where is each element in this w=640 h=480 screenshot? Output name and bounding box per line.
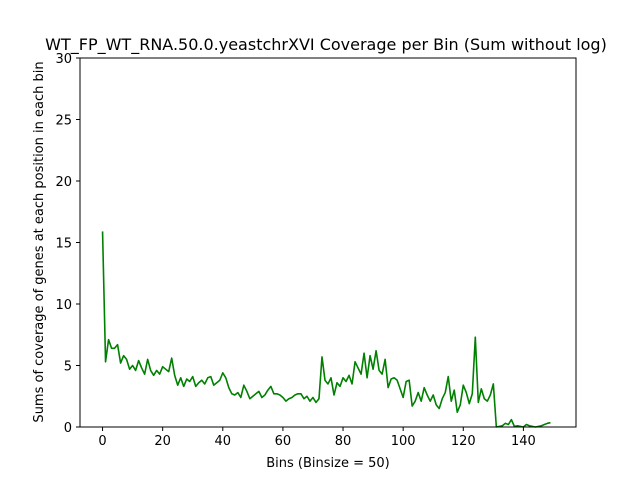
x-tick-label: 80 [335, 434, 352, 449]
y-tick-label: 0 [64, 421, 72, 436]
coverage-series-line [101, 231, 551, 428]
y-axis-label: Sums of coverage of genes at each positi… [32, 61, 47, 422]
chart-title: WT_FP_WT_RNA.50.0.yeastchrXVI Coverage p… [45, 35, 607, 55]
y-tick-label: 25 [55, 114, 72, 129]
x-tick-label: 120 [451, 434, 476, 449]
y-tick-label: 30 [55, 52, 72, 67]
x-tick-label: 20 [154, 434, 171, 449]
x-tick-label: 140 [511, 434, 536, 449]
y-tick-label: 10 [55, 298, 72, 313]
y-tick-label: 15 [55, 237, 72, 252]
x-tick-label: 100 [391, 434, 416, 449]
x-axis-ticks: 0 20 40 60 80 100 120 140 [98, 427, 536, 449]
x-axis-label: Bins (Binsize = 50) [266, 456, 390, 471]
x-tick-label: 40 [215, 434, 232, 449]
y-tick-label: 5 [64, 360, 72, 375]
x-tick-label: 0 [98, 434, 106, 449]
y-tick-label: 20 [55, 175, 72, 190]
x-tick-label: 60 [275, 434, 292, 449]
y-axis-ticks: 0 5 10 15 20 25 30 [55, 52, 80, 436]
